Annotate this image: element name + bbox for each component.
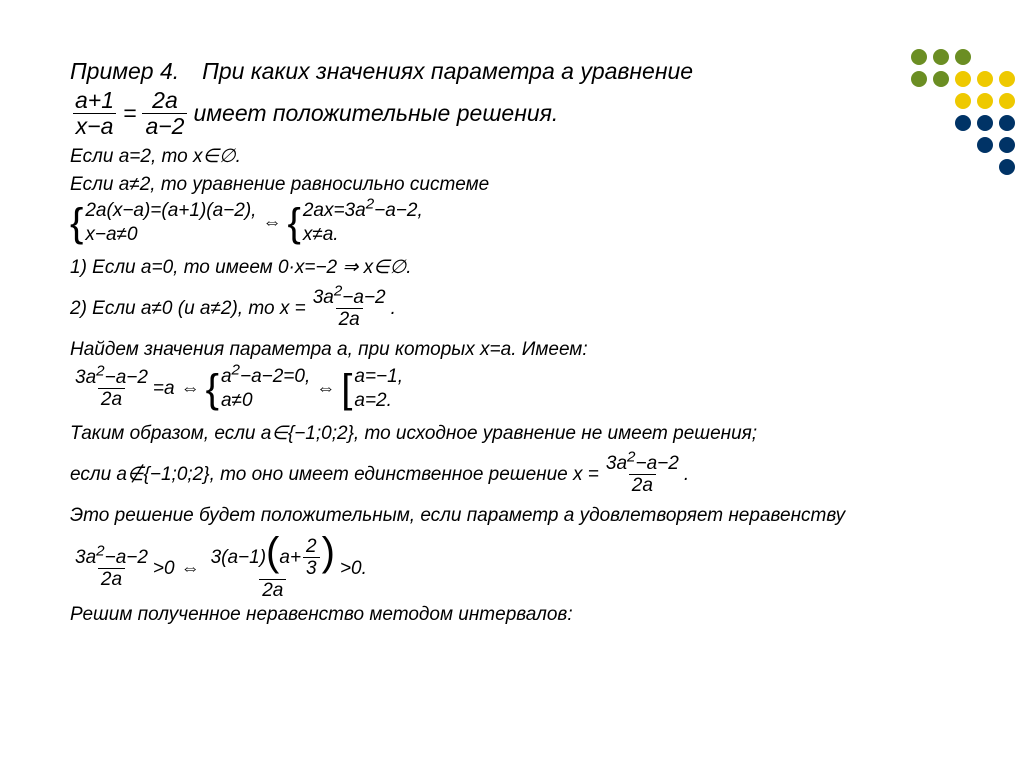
line-case-a2: Если a=2, то x∈∅. — [70, 144, 954, 170]
line-positive-cond: Это решение будет положительным, если па… — [70, 503, 954, 529]
system-1: { 2a(x−a)=(a+1)(a−2), x−a≠0 ⇔ { 2ax=3a2−… — [70, 199, 954, 247]
gt0-2: >0. — [340, 556, 367, 582]
decorative-dot — [955, 71, 971, 87]
decorative-dot — [977, 137, 993, 153]
decorative-dot — [933, 71, 949, 87]
solution-fraction: 3a2−a−2 2a — [603, 454, 682, 495]
line-conclusion-2: если a∉{−1;0;2}, то оно имеет единственн… — [70, 454, 954, 495]
decorative-dot — [977, 71, 993, 87]
eq-a: =a — [153, 376, 175, 402]
decorative-dot — [999, 71, 1015, 87]
system-2: 3a2−a−2 2a =a ⇔ { a2−a−2=0, a≠0 ⇔ [ a=−1… — [70, 365, 954, 413]
x-fraction: 3a2−a−2 2a — [310, 288, 389, 329]
rhs-fraction: 2a a−2 — [142, 89, 187, 138]
period-2: . — [684, 462, 689, 488]
iff-arrow-1: ⇔ — [262, 210, 281, 236]
brace-left-1: { — [70, 207, 83, 239]
line-conclusion-1: Таким образом, если a∈{−1;0;2}, то исход… — [70, 421, 954, 447]
l5-pre: если a∉{−1;0;2}, то оно имеет единственн… — [70, 462, 599, 488]
sys2-left-frac: 3a2−a−2 2a — [72, 368, 151, 409]
lhs-fraction: a+1 x−a — [72, 89, 117, 138]
decorative-dot — [955, 49, 971, 65]
equals-sign: = — [123, 98, 136, 129]
decorative-dot — [955, 93, 971, 109]
iff-arrow-2: ⇔ — [181, 376, 200, 402]
decorative-dot — [911, 71, 927, 87]
decorative-dot — [977, 115, 993, 131]
line-case-an2: Если a≠2, то уравнение равносильно систе… — [70, 172, 954, 198]
line-find-a: Найдем значения параметра a, при которых… — [70, 337, 954, 363]
decorative-dot — [999, 137, 1015, 153]
inequality-line: 3a2−a−2 2a >0 ⇔ 3(a−1) ( a+ 2 3 ) — [70, 537, 954, 600]
brace-left-4: [ — [341, 373, 352, 405]
example-title-line2: a+1 x−a = 2a a−2 имеет положительные реш… — [70, 89, 954, 138]
line-interval-method: Решим полученное неравенство методом инт… — [70, 602, 954, 628]
case-1-line: 1) Если a=0, то имеем 0·x=−2 ⇒ x∈∅. — [70, 255, 954, 281]
example-title-line1: Пример 4. При каких значениях параметра … — [70, 56, 954, 87]
brace-left-3: { — [206, 373, 219, 405]
ineq-frac-right: 3(a−1) ( a+ 2 3 ) 2a — [208, 537, 338, 600]
sys1-right-top: 2ax=3a2−a−2, — [303, 199, 423, 223]
title-text-2: имеет положительные решения. — [193, 98, 558, 129]
period-1: . — [391, 296, 396, 322]
decorative-dot-grid — [908, 46, 1018, 178]
ineq-frac-left: 3a2−a−2 2a — [72, 548, 151, 589]
decorative-dot — [911, 49, 927, 65]
iff-arrow-4: ⇔ — [181, 556, 200, 582]
sys2-right-bot: a=2. — [354, 389, 403, 413]
case2-pre: 2) Если a≠0 (и a≠2), то x = — [70, 296, 306, 322]
decorative-dot — [999, 159, 1015, 175]
decorative-dot — [955, 115, 971, 131]
decorative-dot — [999, 115, 1015, 131]
brace-left-2: { — [287, 207, 300, 239]
case-2-line: 2) Если a≠0 (и a≠2), то x = 3a2−a−2 2a . — [70, 288, 954, 329]
sys1-left-bot: x−a≠0 — [85, 223, 256, 247]
decorative-dot — [977, 93, 993, 109]
sys1-right-bot: x≠a. — [303, 223, 423, 247]
title-text-1: Пример 4. При каких значениях параметра … — [70, 56, 693, 87]
decorative-dot — [933, 49, 949, 65]
iff-arrow-3: ⇔ — [316, 376, 335, 402]
sys1-left-top: 2a(x−a)=(a+1)(a−2), — [85, 199, 256, 223]
sys2-right-top: a=−1, — [354, 365, 403, 389]
inner-2-3-frac: 2 3 — [303, 537, 320, 578]
sys2-mid-bot: a≠0 — [221, 389, 310, 413]
decorative-dot — [999, 93, 1015, 109]
gt0-1: >0 — [153, 556, 175, 582]
sys2-mid-top: a2−a−2=0, — [221, 365, 310, 389]
